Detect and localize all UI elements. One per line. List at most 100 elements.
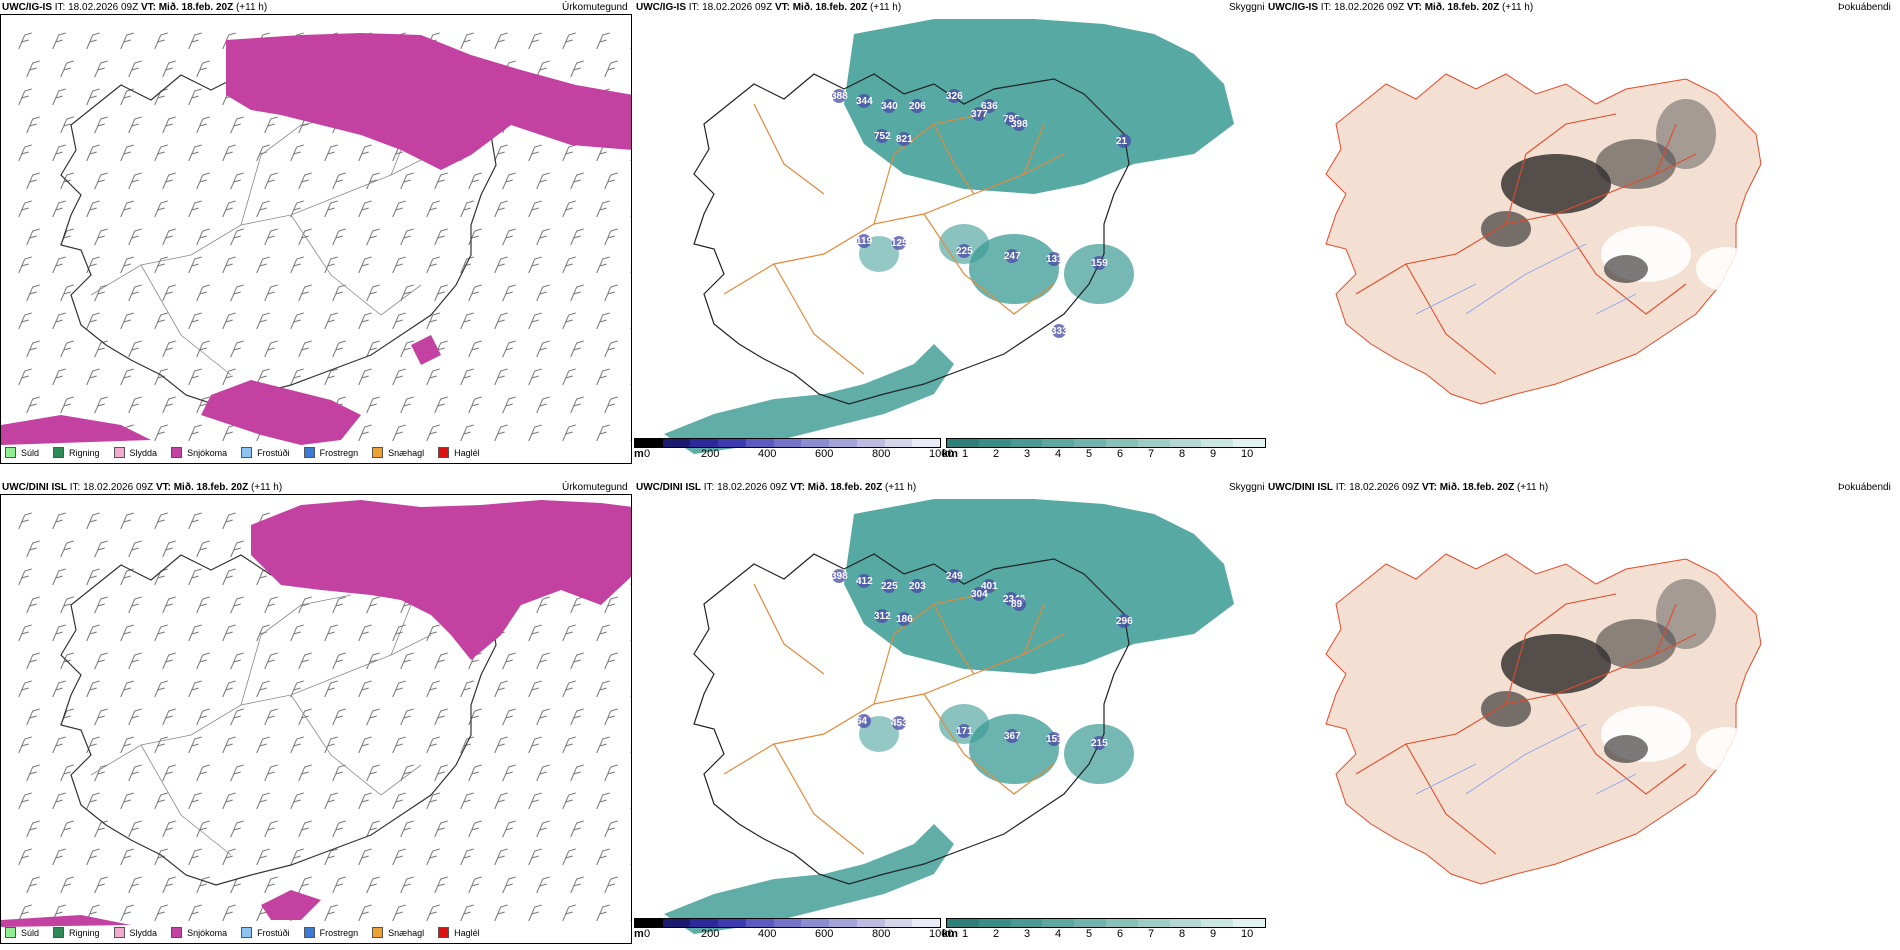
colorbar-step (1201, 919, 1234, 927)
tick-label: 800 (872, 448, 891, 460)
wind-barb (230, 116, 244, 134)
wind-barb (94, 340, 108, 358)
model-name: UWC/DINI ISL (636, 482, 701, 493)
wind-barb (528, 736, 542, 754)
wind-barb (400, 284, 414, 302)
wind-barb (222, 424, 236, 442)
wind-barb (256, 848, 270, 866)
colorbar-step (745, 919, 774, 927)
colorbar-step (635, 439, 663, 447)
wind-barb (460, 368, 474, 386)
ceiling-marker (1117, 614, 1131, 628)
ceiling-marker (857, 574, 871, 588)
wind-barb (196, 764, 210, 782)
height-unit: m (634, 928, 644, 940)
wind-barb (630, 215, 631, 218)
wind-barb (18, 144, 32, 162)
wind-barb (128, 396, 142, 414)
wind-barb (392, 848, 406, 866)
wind-barb (222, 736, 236, 754)
wind-barb (460, 736, 474, 754)
wind-barb (222, 144, 236, 162)
wind-barb (60, 596, 74, 614)
wind-barb (494, 312, 508, 330)
wind-barb (230, 820, 244, 838)
wind-barb (264, 172, 278, 190)
ceiling-label: 119 (856, 236, 873, 247)
wind-barb (188, 312, 202, 330)
wind-barb (94, 228, 108, 246)
wind-barb (26, 228, 40, 246)
wind-barb (468, 284, 482, 302)
wind-barb (366, 652, 380, 670)
ceiling-label: 131 (1046, 254, 1063, 265)
legend-swatch (241, 447, 253, 458)
wind-barb (460, 256, 474, 274)
wind-barb (392, 904, 406, 922)
wind-barb (188, 904, 202, 922)
wind-barb (358, 368, 372, 386)
ceiling-marker (832, 89, 846, 103)
height-colorbar (634, 918, 941, 928)
legend-swatch (53, 927, 65, 938)
legend-item: Súld (5, 927, 39, 938)
wind-barb (494, 368, 508, 386)
wind-barb (120, 792, 134, 810)
wind-barb (468, 340, 482, 358)
wind-barb (154, 848, 168, 866)
wind-barb (154, 512, 168, 530)
valid-time: VT: Mið. 18.feb. 20Z (140, 2, 234, 13)
ceiling-marker (892, 716, 906, 730)
wind-barb (128, 652, 142, 670)
road-network (723, 103, 1065, 375)
wind-barb (324, 624, 338, 642)
wind-barb (52, 568, 66, 586)
tick-label: 600 (815, 448, 834, 460)
wind-barb (536, 764, 550, 782)
wind-barb (604, 596, 618, 614)
wind-barb (196, 172, 210, 190)
wind-barb (256, 256, 270, 274)
wind-barb (494, 200, 508, 218)
wind-barb (392, 736, 406, 754)
wind-barb (528, 200, 542, 218)
legend-swatch (303, 927, 315, 938)
legend-item: Frostregn (303, 927, 358, 938)
model-name: UWC/DINI ISL (2, 482, 67, 493)
wind-barb (86, 368, 100, 386)
legend-label: Súld (21, 927, 40, 938)
wind-barb (528, 624, 542, 642)
wind-barb (120, 32, 134, 50)
wind-barb (264, 116, 278, 134)
wind-barb (290, 368, 304, 386)
snow-area-north (251, 500, 631, 660)
wind-barb (460, 312, 474, 330)
wind-barb (290, 256, 304, 274)
wind-barb (52, 624, 66, 642)
wind-barb (196, 228, 210, 246)
wind-barb (60, 228, 74, 246)
wind-barb (502, 876, 516, 894)
wind-barb (426, 736, 440, 754)
wind-barb (94, 652, 108, 670)
wind-barb (52, 848, 66, 866)
wind-barb (468, 172, 482, 190)
wind-barb (596, 424, 610, 442)
wind-barb (154, 568, 168, 586)
wind-barb (196, 876, 210, 894)
ceiling-label: 401 (981, 581, 998, 592)
tick-label: 7 (1148, 928, 1155, 940)
fog-patch (1501, 154, 1611, 214)
wind-barb (230, 172, 244, 190)
wind-barb (18, 256, 32, 274)
wind-barb (120, 256, 134, 274)
wind-barb (188, 512, 202, 530)
ceiling-marker (882, 99, 896, 113)
wind-barb (562, 424, 576, 442)
ceiling-label: 453 (891, 718, 908, 729)
wind-barb (94, 116, 108, 134)
ceiling-label: 333 (1051, 326, 1068, 337)
wind-barb (536, 876, 550, 894)
wind-barb (86, 848, 100, 866)
wind-barb (94, 820, 108, 838)
